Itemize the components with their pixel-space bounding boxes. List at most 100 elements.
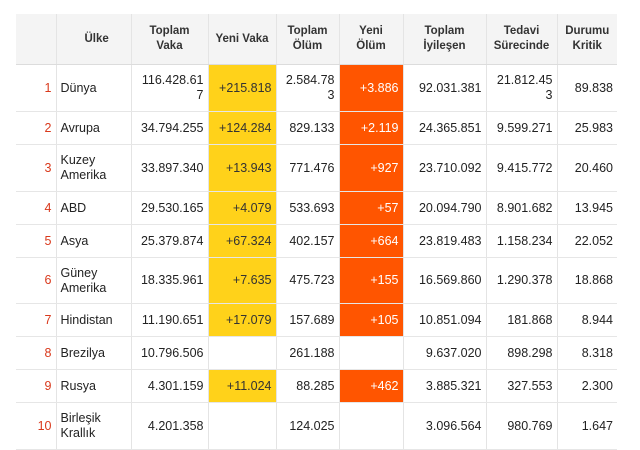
active-cell: 1.158.234 (485, 224, 557, 258)
active-cell: 9.599.271 (485, 111, 557, 145)
total-deaths-cell: 88.285 (275, 369, 339, 403)
rank-cell: 4 (16, 191, 56, 225)
critical-cell: 8.318 (556, 336, 617, 370)
country-cell[interactable]: Güney Amerika (55, 257, 131, 304)
table-row: 2 Avrupa 34.794.255 +124.284 829.133 +2.… (16, 111, 617, 145)
critical-cell: 20.460 (556, 144, 617, 192)
new-deaths-cell: +105 (338, 303, 403, 337)
table-row: 9 Rusya 4.301.159 +11.024 88.285 +462 3.… (16, 369, 617, 403)
country-cell[interactable]: Rusya (55, 369, 131, 403)
active-cell: 181.868 (485, 303, 557, 337)
rank-cell: 9 (16, 369, 56, 403)
total-deaths-cell: 402.157 (275, 224, 339, 258)
active-cell: 1.290.378 (485, 257, 557, 304)
total-cases-cell: 4.201.358 (130, 402, 208, 450)
total-recovered-cell: 20.094.790 (402, 191, 486, 225)
total-cases-cell: 33.897.340 (130, 144, 208, 192)
rank-cell: 5 (16, 224, 56, 258)
total-cases-cell: 10.796.506 (130, 336, 208, 370)
country-cell[interactable]: Avrupa (55, 111, 131, 145)
header-active[interactable]: Tedavi Sürecinde (485, 14, 557, 65)
total-cases-cell: 18.335.961 (130, 257, 208, 304)
critical-cell: 2.300 (556, 369, 617, 403)
total-recovered-cell: 9.637.020 (402, 336, 486, 370)
new-cases-cell: +7.635 (207, 257, 276, 304)
country-cell[interactable]: Hindistan (55, 303, 131, 337)
total-deaths-cell: 2.584.783 (275, 64, 339, 112)
table-row: 8 Brezilya 10.796.506 261.188 9.637.020 … (16, 336, 617, 370)
table-row: 4 ABD 29.530.165 +4.079 533.693 +57 20.0… (16, 191, 617, 225)
critical-cell: 1.647 (556, 402, 617, 450)
country-cell[interactable]: Birleşik Krallık (55, 402, 131, 450)
total-recovered-cell: 10.851.094 (402, 303, 486, 337)
total-deaths-cell: 829.133 (275, 111, 339, 145)
active-cell: 980.769 (485, 402, 557, 450)
new-cases-cell: +124.284 (207, 111, 276, 145)
critical-cell: 89.838 (556, 64, 617, 112)
covid-stats-table-container: Ülke Toplam Vaka Yeni Vaka Toplam Ölüm Y… (16, 14, 617, 450)
total-recovered-cell: 3.885.321 (402, 369, 486, 403)
total-cases-cell: 116.428.617 (130, 64, 208, 112)
total-deaths-cell: 533.693 (275, 191, 339, 225)
new-cases-cell: +17.079 (207, 303, 276, 337)
country-cell[interactable]: ABD (55, 191, 131, 225)
header-total-deaths[interactable]: Toplam Ölüm (275, 14, 339, 65)
critical-cell: 13.945 (556, 191, 617, 225)
new-deaths-cell: +57 (338, 191, 403, 225)
active-cell: 21.812.453 (485, 64, 557, 112)
total-cases-cell: 11.190.651 (130, 303, 208, 337)
total-cases-cell: 34.794.255 (130, 111, 208, 145)
rank-cell: 3 (16, 144, 56, 192)
active-cell: 8.901.682 (485, 191, 557, 225)
country-cell[interactable]: Dünya (55, 64, 131, 112)
total-cases-cell: 29.530.165 (130, 191, 208, 225)
header-total-cases[interactable]: Toplam Vaka (130, 14, 208, 65)
total-recovered-cell: 16.569.860 (402, 257, 486, 304)
active-cell: 327.553 (485, 369, 557, 403)
header-critical[interactable]: Durumu Kritik (556, 14, 617, 65)
header-country[interactable]: Ülke (55, 14, 131, 65)
total-deaths-cell: 771.476 (275, 144, 339, 192)
new-deaths-cell: +155 (338, 257, 403, 304)
new-deaths-cell (338, 402, 403, 450)
new-cases-cell: +4.079 (207, 191, 276, 225)
critical-cell: 8.944 (556, 303, 617, 337)
total-cases-cell: 4.301.159 (130, 369, 208, 403)
table-row: 10 Birleşik Krallık 4.201.358 124.025 3.… (16, 402, 617, 450)
rank-cell: 7 (16, 303, 56, 337)
total-deaths-cell: 157.689 (275, 303, 339, 337)
rank-cell: 6 (16, 257, 56, 304)
new-cases-cell (207, 336, 276, 370)
new-deaths-cell: +927 (338, 144, 403, 192)
country-cell[interactable]: Brezilya (55, 336, 131, 370)
total-recovered-cell: 23.819.483 (402, 224, 486, 258)
new-cases-cell: +215.818 (207, 64, 276, 112)
critical-cell: 25.983 (556, 111, 617, 145)
total-cases-cell: 25.379.874 (130, 224, 208, 258)
total-deaths-cell: 475.723 (275, 257, 339, 304)
table-row: 1 Dünya 116.428.617 +215.818 2.584.783 +… (16, 64, 617, 112)
country-cell[interactable]: Kuzey Amerika (55, 144, 131, 192)
active-cell: 898.298 (485, 336, 557, 370)
total-recovered-cell: 92.031.381 (402, 64, 486, 112)
header-total-recovered[interactable]: Toplam İyileşen (402, 14, 486, 65)
header-new-cases[interactable]: Yeni Vaka (207, 14, 276, 65)
total-deaths-cell: 124.025 (275, 402, 339, 450)
country-cell[interactable]: Asya (55, 224, 131, 258)
active-cell: 9.415.772 (485, 144, 557, 192)
table-row: 5 Asya 25.379.874 +67.324 402.157 +664 2… (16, 224, 617, 258)
new-deaths-cell: +664 (338, 224, 403, 258)
table-header-row: Ülke Toplam Vaka Yeni Vaka Toplam Ölüm Y… (16, 14, 617, 65)
total-deaths-cell: 261.188 (275, 336, 339, 370)
new-deaths-cell: +3.886 (338, 64, 403, 112)
table-row: 6 Güney Amerika 18.335.961 +7.635 475.72… (16, 257, 617, 304)
total-recovered-cell: 3.096.564 (402, 402, 486, 450)
total-recovered-cell: 24.365.851 (402, 111, 486, 145)
critical-cell: 18.868 (556, 257, 617, 304)
total-recovered-cell: 23.710.092 (402, 144, 486, 192)
rank-cell: 1 (16, 64, 56, 112)
new-deaths-cell: +462 (338, 369, 403, 403)
header-new-deaths[interactable]: Yeni Ölüm (338, 14, 403, 65)
critical-cell: 22.052 (556, 224, 617, 258)
rank-cell: 2 (16, 111, 56, 145)
